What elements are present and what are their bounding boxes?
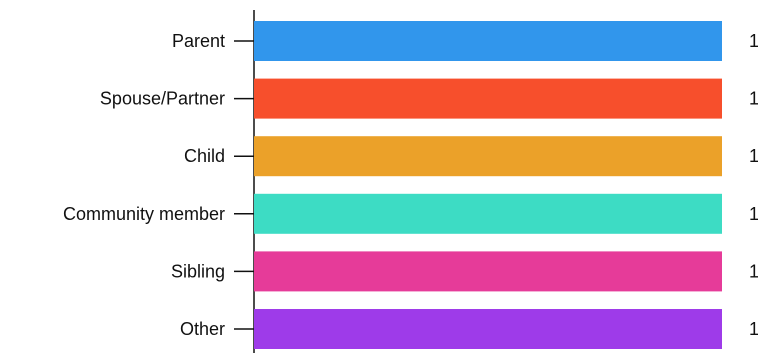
category-label-3: Community member	[63, 204, 225, 224]
bar-5	[254, 309, 722, 349]
ticks-layer	[234, 40, 254, 330]
value-label-0: 1	[749, 31, 758, 51]
bar-0	[254, 21, 722, 61]
bar-1	[254, 78, 722, 119]
value-label-2: 1	[749, 146, 758, 166]
category-label-5: Other	[180, 319, 225, 339]
category-label-0: Parent	[172, 31, 225, 51]
value-label-3: 1	[749, 204, 758, 224]
category-label-4: Sibling	[171, 261, 225, 281]
category-label-2: Child	[184, 146, 225, 166]
value-label-1: 1	[749, 89, 758, 109]
bar-2	[254, 136, 722, 177]
value-label-4: 1	[749, 261, 758, 281]
bar-4	[254, 251, 722, 292]
value-label-5: 1	[749, 319, 758, 339]
bars-layer	[254, 21, 722, 349]
category-labels: Parent Spouse/Partner Child Community membe…	[63, 31, 225, 339]
category-label-1: Spouse/Partner	[100, 89, 225, 109]
value-labels: 1 1 1 1 1 1	[749, 31, 758, 339]
bar-3	[254, 193, 722, 234]
